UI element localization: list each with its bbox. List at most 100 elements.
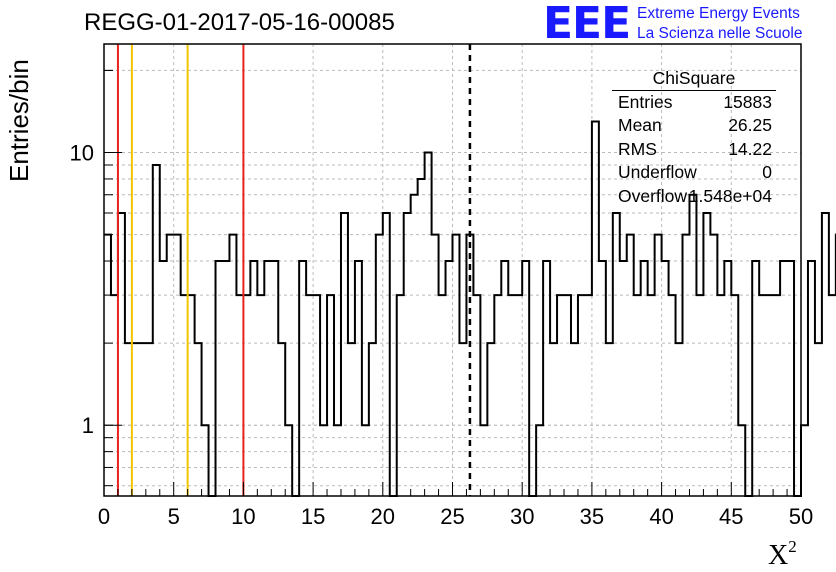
histogram-bin <box>167 235 174 496</box>
histogram-bin <box>229 235 236 496</box>
x-tick-label: 5 <box>168 504 180 529</box>
histogram-bin <box>648 295 655 496</box>
histogram-bin <box>285 425 292 496</box>
histogram-bin <box>418 179 425 496</box>
y-tick-label: 10 <box>70 141 94 166</box>
histogram-bin <box>564 295 571 496</box>
histogram-bin <box>620 261 627 496</box>
stats-row-rms: RMS 14.22 <box>612 138 772 161</box>
histogram-bin <box>250 261 257 496</box>
x-tick-label: 45 <box>719 504 743 529</box>
histogram-bin <box>425 153 432 496</box>
histogram-bin <box>271 261 278 496</box>
x-tick-label: 50 <box>789 504 813 529</box>
histogram-bin <box>243 295 250 496</box>
histogram-bin <box>515 295 522 496</box>
x-tick-label: 30 <box>510 504 534 529</box>
histogram-bin <box>655 235 662 496</box>
x-tick-label: 35 <box>580 504 604 529</box>
histogram-bin <box>195 343 202 496</box>
histogram-bin <box>752 261 759 496</box>
histogram-bin <box>738 425 745 496</box>
histogram-bin <box>341 213 348 496</box>
histogram-bin <box>236 295 243 496</box>
histogram-bin <box>599 261 606 496</box>
histogram-bin <box>731 295 738 496</box>
histogram-bin <box>111 295 118 496</box>
histogram-bin <box>585 295 592 496</box>
histogram-bin <box>362 425 369 496</box>
histogram-bin <box>703 213 710 496</box>
x-axis-label: X2 <box>768 537 797 571</box>
histogram-bin <box>376 235 383 496</box>
histogram-bin <box>334 425 341 496</box>
x-tick-label: 0 <box>98 504 110 529</box>
histogram-bin <box>411 195 418 496</box>
histogram-bin <box>397 295 404 496</box>
x-tick-label: 10 <box>231 504 255 529</box>
histogram-bin <box>676 343 683 496</box>
stats-key: Mean <box>618 115 662 136</box>
stats-key: Entries <box>618 92 673 112</box>
histogram-bin <box>669 295 676 496</box>
x-tick-label: 40 <box>649 504 673 529</box>
histogram-bin <box>216 261 223 496</box>
histogram-bin <box>536 425 543 496</box>
histogram-bin <box>634 295 641 496</box>
histogram-bin <box>606 343 613 496</box>
histogram-bin <box>766 295 773 496</box>
histogram-bin <box>153 165 160 496</box>
stats-row-underflow: Underflow 0 <box>612 161 772 184</box>
histogram-bin <box>696 295 703 496</box>
histogram-bin <box>501 261 508 496</box>
histogram-bin <box>543 261 550 496</box>
histogram-bin <box>759 295 766 496</box>
y-axis-label: Entries/bin <box>4 59 34 182</box>
histogram-bin <box>278 343 285 496</box>
x-tick-label: 15 <box>301 504 325 529</box>
histogram-bin <box>453 235 460 496</box>
histogram-bin <box>641 261 648 496</box>
stats-row-entries: Entries 15883 <box>612 91 772 114</box>
histogram-bin <box>494 295 501 496</box>
histogram-bin <box>348 343 355 496</box>
stats-value: 1.548e+04 <box>688 185 772 206</box>
histogram-bin <box>222 261 229 496</box>
histogram-bin <box>829 295 836 496</box>
stats-row-overflow: Overflow 1.548e+04 <box>612 185 772 208</box>
histogram-bin <box>787 261 794 496</box>
x-tick-label: 25 <box>440 504 464 529</box>
logo-line-2: La Scienza nelle Scuole <box>637 25 803 42</box>
histogram-bin <box>592 121 599 496</box>
histogram-bin <box>724 261 731 496</box>
histogram-bin <box>160 261 167 496</box>
histogram-bin <box>815 343 822 496</box>
histogram-bin <box>473 295 480 496</box>
histogram-bin <box>487 343 494 496</box>
logo-line-1: Extreme Energy Events <box>637 5 800 22</box>
histogram-bin <box>808 261 815 496</box>
histogram-bin <box>125 343 132 496</box>
histogram-bin <box>202 425 209 496</box>
histogram-bin <box>446 261 453 496</box>
y-tick-label: 1 <box>82 413 94 438</box>
histogram-bin <box>662 261 669 496</box>
histogram-bin <box>404 213 411 496</box>
histogram-bin <box>480 425 487 496</box>
histogram-bin <box>571 343 578 496</box>
histogram-bin <box>320 425 327 496</box>
histogram-bin <box>132 343 139 496</box>
stats-key: Underflow <box>618 162 697 183</box>
histogram-bin <box>327 295 334 496</box>
histogram-bin <box>383 213 390 496</box>
histogram-bin <box>118 213 125 496</box>
histogram-bin <box>627 235 634 496</box>
x-tick-label: 20 <box>371 504 395 529</box>
histogram-bin <box>689 195 696 496</box>
histogram-bin <box>139 343 146 496</box>
histogram-bin <box>522 261 529 496</box>
eee-logo: EEE <box>543 0 631 49</box>
stats-box: ChiSquare Entries 15883 Mean 26.25 RMS 1… <box>612 68 776 208</box>
histogram-bin <box>439 295 446 496</box>
